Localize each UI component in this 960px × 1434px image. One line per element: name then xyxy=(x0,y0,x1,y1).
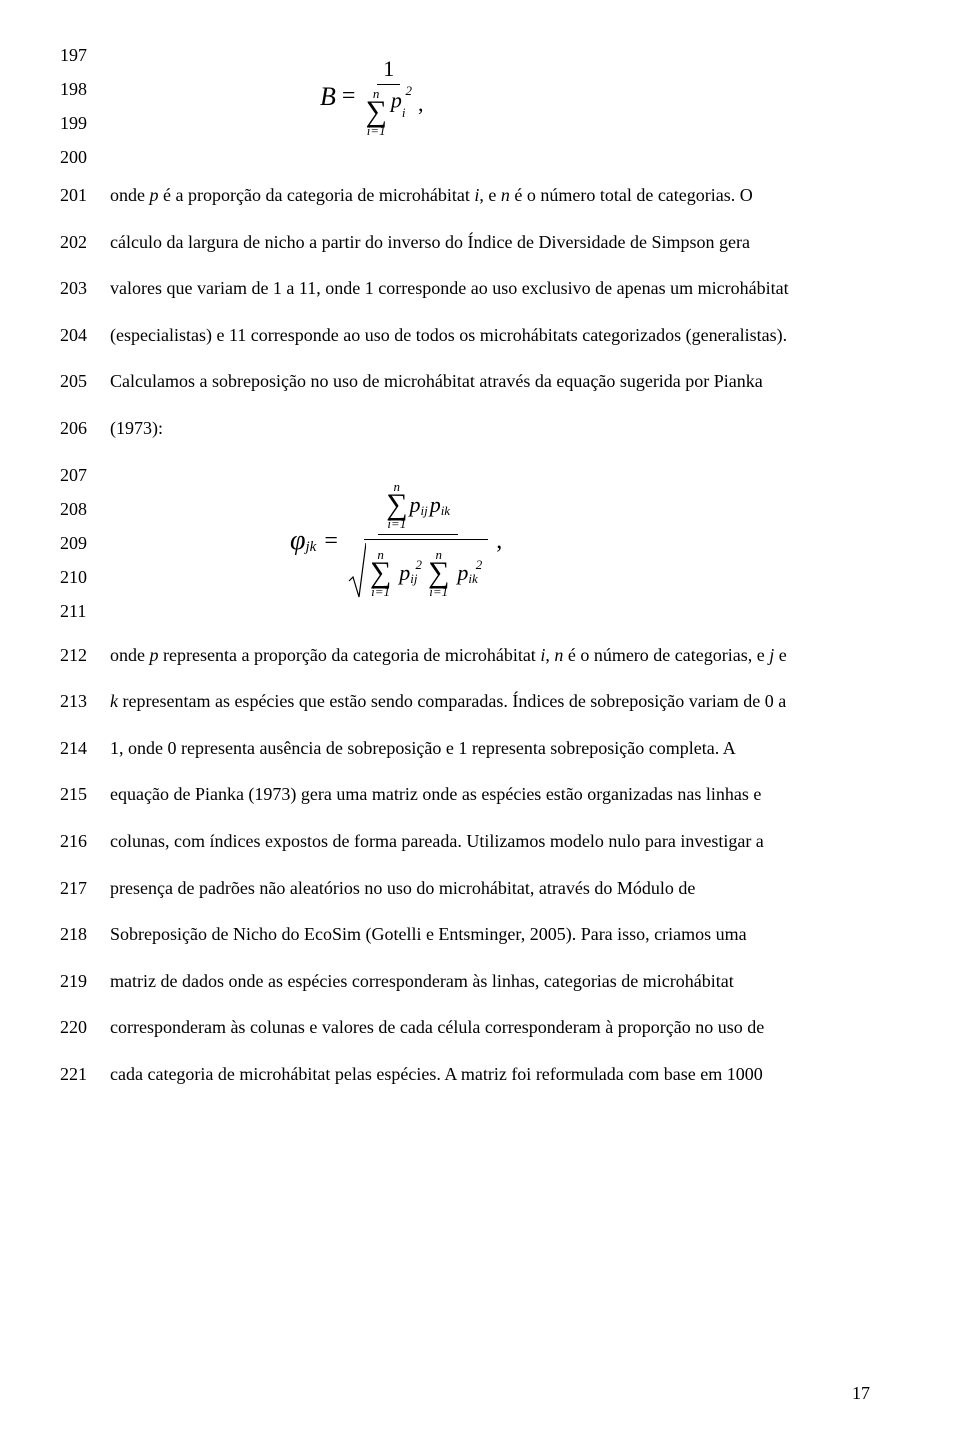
text-line: 219 matriz de dados onde as espécies cor… xyxy=(60,966,870,997)
eq1-fraction: 1 n ∑ i=1 pi2 xyxy=(365,56,412,137)
line-number: 200 xyxy=(60,142,87,160)
line-number: 221 xyxy=(60,1059,110,1090)
page-number: 17 xyxy=(852,1383,870,1404)
line-number: 203 xyxy=(60,273,110,304)
eq2-denominator: n ∑ i=1 pij2 n ∑ i=1 pik2 xyxy=(348,535,488,603)
line-number: 216 xyxy=(60,826,110,857)
line-content: matriz de dados onde as espécies corresp… xyxy=(110,966,870,997)
line-number: 202 xyxy=(60,227,110,258)
line-content: colunas, com índices expostos de forma p… xyxy=(110,826,870,857)
eq2-den-pij2: pij2 xyxy=(399,560,422,586)
line-content: equação de Pianka (1973) gera uma matriz… xyxy=(110,779,870,810)
eq1-numerator: 1 xyxy=(377,56,400,85)
text-line: 202 cálculo da largura de nicho a partir… xyxy=(60,227,870,258)
line-number: 198 xyxy=(60,74,87,92)
text-line: 220 corresponderam às colunas e valores … xyxy=(60,1012,870,1043)
text-line: 213 k representam as espécies que estão … xyxy=(60,686,870,717)
text-line: 221 cada categoria de microhábitat pelas… xyxy=(60,1059,870,1090)
eq1-comma: , xyxy=(418,91,424,117)
eq2-sqrt: n ∑ i=1 pij2 n ∑ i=1 pik2 xyxy=(348,539,488,603)
line-number: 209 xyxy=(60,528,87,546)
line-content: onde p representa a proporção da categor… xyxy=(110,640,870,671)
line-number: 207 xyxy=(60,460,87,478)
eq2-num-pik: pik xyxy=(430,492,450,518)
line-number: 212 xyxy=(60,640,110,671)
line-number: 217 xyxy=(60,873,110,904)
line-content: (especialistas) e 11 corresponde ao uso … xyxy=(110,320,870,351)
eq1-p-term: pi2 xyxy=(391,87,412,117)
sqrt-svg xyxy=(348,543,366,599)
text-line: 203 valores que variam de 1 a 11, onde 1… xyxy=(60,273,870,304)
equation-1-block: 197 198 199 200 B = 1 n ∑ i=1 xyxy=(60,40,870,180)
eq1-B: B xyxy=(320,82,336,112)
page-container: 197 198 199 200 B = 1 n ∑ i=1 xyxy=(0,0,960,1434)
line-number: 219 xyxy=(60,966,110,997)
line-content: Calculamos a sobreposição no uso de micr… xyxy=(110,366,870,397)
eq1-sub-i: i xyxy=(402,105,406,120)
line-number: 205 xyxy=(60,366,110,397)
eq1-sigma-lower: i=1 xyxy=(367,124,386,137)
eq2-sqrt-sign xyxy=(348,543,366,607)
equation-2: φjk = n ∑ i=1 pij pik xyxy=(290,460,870,603)
text-line: 217 presença de padrões não aleatórios n… xyxy=(60,873,870,904)
eq2-comma: , xyxy=(496,528,502,555)
line-number: 208 xyxy=(60,494,87,512)
eq2-den-pik2: pik2 xyxy=(457,560,482,586)
eq2-numerator: n ∑ i=1 pij pik xyxy=(378,480,458,535)
line-number: 210 xyxy=(60,562,87,580)
eq1-p: p xyxy=(391,87,402,112)
line-content: presença de padrões não aleatórios no us… xyxy=(110,873,870,904)
eq1-sigma-symbol: ∑ xyxy=(365,100,386,124)
line-content: Sobreposição de Nicho do EcoSim (Gotelli… xyxy=(110,919,870,950)
line-number: 201 xyxy=(60,180,110,211)
eq1-equals: = xyxy=(342,83,356,110)
line-number: 211 xyxy=(60,596,87,614)
line-content: corresponderam às colunas e valores de c… xyxy=(110,1012,870,1043)
line-number: 214 xyxy=(60,733,110,764)
eq2-den-sigma1: n ∑ i=1 xyxy=(370,548,391,598)
eq2-phi: φ xyxy=(290,525,306,557)
line-number: 220 xyxy=(60,1012,110,1043)
line-number: 215 xyxy=(60,779,110,810)
text-line: 205 Calculamos a sobreposição no uso de … xyxy=(60,366,870,397)
eq2-den-sigma2: n ∑ i=1 xyxy=(428,548,449,598)
line-content: (1973): xyxy=(110,413,870,444)
eq1-sup-2: 2 xyxy=(405,83,412,98)
text-line: 201 onde p é a proporção da categoria de… xyxy=(60,180,870,211)
text-line: 214 1, onde 0 representa ausência de sob… xyxy=(60,733,870,764)
line-number: 206 xyxy=(60,413,110,444)
line-content: k representam as espécies que estão send… xyxy=(110,686,870,717)
eq1-sigma: n ∑ i=1 xyxy=(365,87,386,137)
line-numbers-eq2: 207 208 209 210 211 xyxy=(60,460,87,630)
line-number: 199 xyxy=(60,108,87,126)
eq1-denominator: n ∑ i=1 pi2 xyxy=(365,85,412,137)
text-line: 206 (1973): xyxy=(60,413,870,444)
eq2-phi-sub: jk xyxy=(306,539,317,556)
text-line: 204 (especialistas) e 11 corresponde ao … xyxy=(60,320,870,351)
eq2-equals: = xyxy=(324,528,338,555)
text-line: 215 equação de Pianka (1973) gera uma ma… xyxy=(60,779,870,810)
line-content: onde p é a proporção da categoria de mic… xyxy=(110,180,870,211)
line-numbers-eq1: 197 198 199 200 xyxy=(60,40,87,176)
eq2-num-sigma: n ∑ i=1 xyxy=(386,480,407,530)
eq2-sqrt-body: n ∑ i=1 pij2 n ∑ i=1 pik2 xyxy=(364,539,488,603)
line-content: valores que variam de 1 a 11, onde 1 cor… xyxy=(110,273,870,304)
text-line: 216 colunas, com índices expostos de for… xyxy=(60,826,870,857)
line-content: cada categoria de microhábitat pelas esp… xyxy=(110,1059,870,1090)
text-line: 218 Sobreposição de Nicho do EcoSim (Got… xyxy=(60,919,870,950)
line-number: 218 xyxy=(60,919,110,950)
eq2-fraction: n ∑ i=1 pij pik xyxy=(348,480,488,603)
line-content: 1, onde 0 representa ausência de sobrepo… xyxy=(110,733,870,764)
equation-1: B = 1 n ∑ i=1 pi2 , xyxy=(320,40,870,156)
line-content: cálculo da largura de nicho a partir do … xyxy=(110,227,870,258)
text-line: 212 onde p representa a proporção da cat… xyxy=(60,640,870,671)
line-number: 204 xyxy=(60,320,110,351)
line-number: 213 xyxy=(60,686,110,717)
line-number: 197 xyxy=(60,40,87,58)
equation-2-block: 207 208 209 210 211 φjk = n ∑ i=1 pij xyxy=(60,460,870,640)
eq2-num-pij: pij xyxy=(409,492,427,518)
